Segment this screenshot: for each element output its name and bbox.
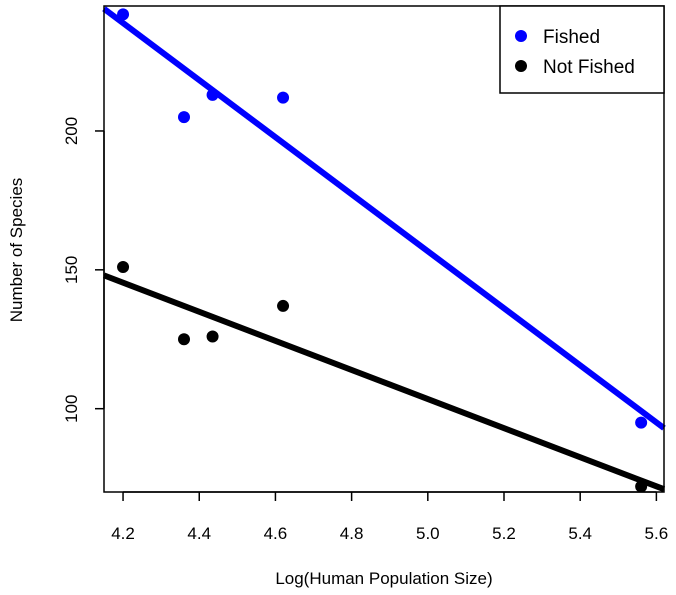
point-not-fished-5	[635, 480, 648, 493]
y-axis: 100 150 200	[62, 117, 105, 423]
point-fished-2	[178, 111, 190, 124]
y-tick-label: 100	[62, 394, 81, 422]
legend-marker-fished	[515, 30, 527, 42]
y-tick-label: 200	[62, 117, 81, 145]
point-fished-3	[206, 88, 219, 101]
point-fished-5	[635, 416, 648, 429]
x-tick-label: 5.4	[568, 524, 592, 543]
x-tick-label: 4.4	[187, 524, 211, 543]
point-not-fished-3	[206, 330, 219, 343]
y-tick-label: 150	[62, 256, 81, 284]
point-not-fished-1	[117, 261, 130, 274]
x-tick-label: 4.6	[264, 524, 288, 543]
x-tick-label: 4.2	[111, 524, 135, 543]
x-tick-label: 5.2	[492, 524, 516, 543]
fit-line-fished	[102, 6, 666, 431]
x-tick-label: 4.8	[340, 524, 364, 543]
x-tick-label: 5.6	[645, 524, 669, 543]
legend-label-fished: Fished	[543, 27, 600, 48]
x-axis-label: Log(Human Population Size)	[275, 569, 492, 588]
legend-box	[499, 5, 665, 94]
fit-line-not-fished	[102, 272, 666, 493]
x-axis: 4.2 4.4 4.6 4.8 5.0 5.2 5.4 5.6	[111, 491, 669, 543]
point-not-fished-4	[277, 299, 290, 312]
data-points	[117, 8, 648, 493]
legend-marker-not-fished	[515, 60, 527, 72]
x-tick-label: 5.0	[416, 524, 440, 543]
legend: Fished Not Fished	[499, 5, 665, 94]
point-not-fished-2	[178, 333, 190, 346]
legend-label-not-fished: Not Fished	[543, 57, 635, 78]
point-fished-4	[277, 91, 290, 104]
y-axis-label: Number of Species	[7, 178, 26, 323]
fit-lines	[102, 6, 666, 493]
point-fished-1	[117, 8, 130, 21]
